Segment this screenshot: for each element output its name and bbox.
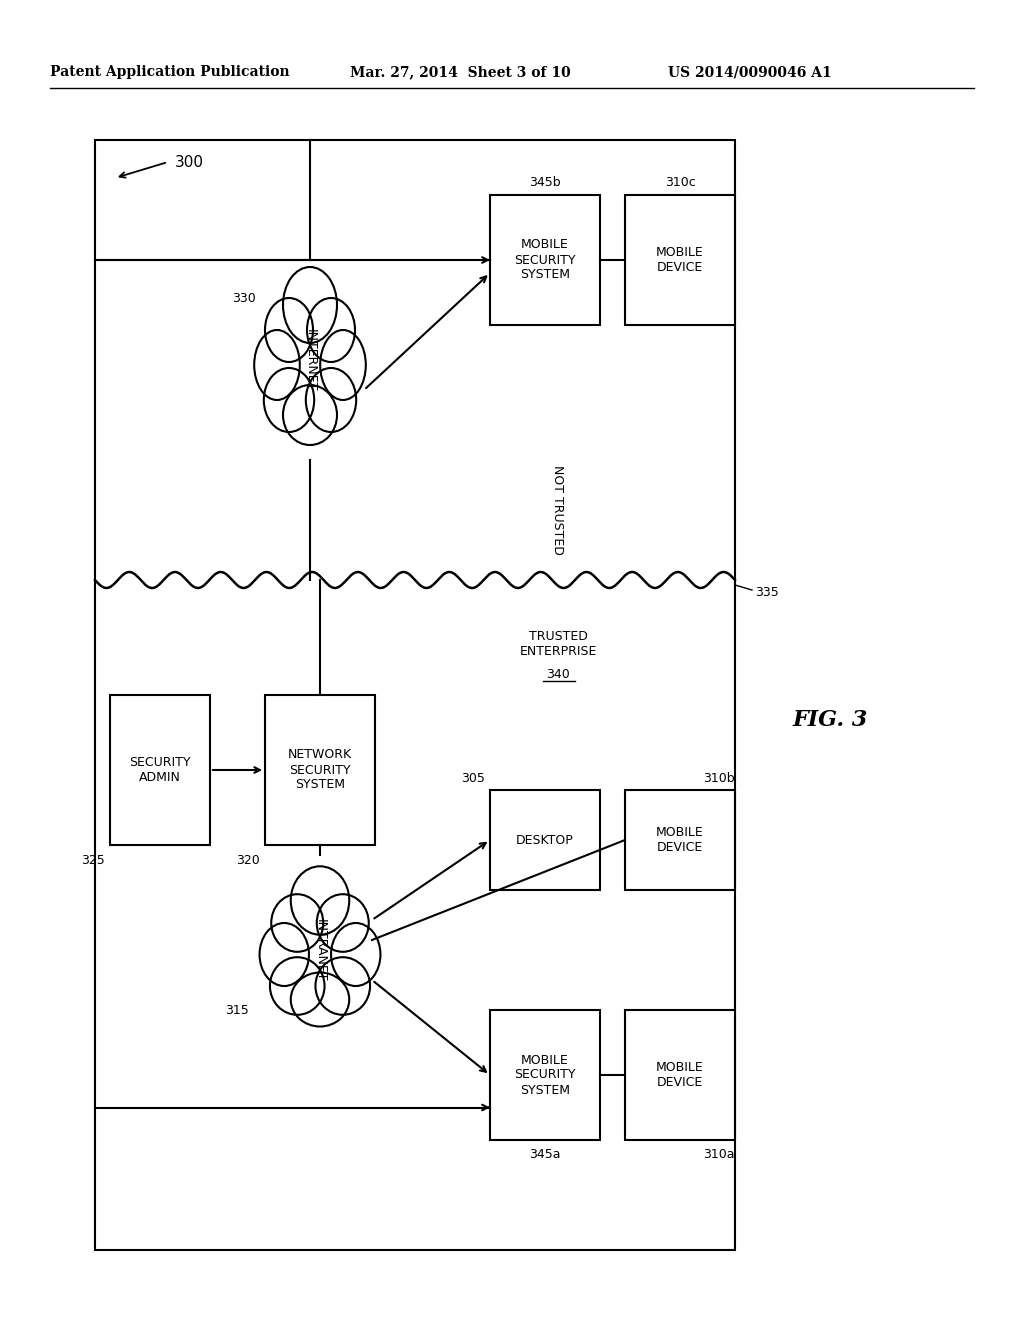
- Ellipse shape: [270, 957, 325, 1015]
- Ellipse shape: [291, 866, 349, 935]
- Ellipse shape: [307, 298, 355, 362]
- Ellipse shape: [283, 267, 337, 343]
- Text: 340: 340: [546, 668, 570, 681]
- Bar: [625, 1010, 735, 1140]
- Text: MOBILE
DEVICE: MOBILE DEVICE: [656, 826, 703, 854]
- Ellipse shape: [254, 330, 300, 400]
- Text: SECURITY
ADMIN: SECURITY ADMIN: [129, 756, 190, 784]
- Text: FIG. 3: FIG. 3: [793, 709, 867, 731]
- Text: TRUSTED
ENTERPRISE: TRUSTED ENTERPRISE: [519, 630, 597, 657]
- Ellipse shape: [291, 973, 349, 1027]
- Text: INTRANET: INTRANET: [313, 919, 327, 981]
- Text: MOBILE
SECURITY
SYSTEM: MOBILE SECURITY SYSTEM: [514, 239, 575, 281]
- Text: 320: 320: [237, 854, 260, 866]
- Ellipse shape: [321, 330, 366, 400]
- Text: 325: 325: [81, 854, 105, 866]
- Text: 345b: 345b: [529, 177, 561, 190]
- Bar: [625, 789, 735, 890]
- Text: 310a: 310a: [703, 1148, 735, 1162]
- Bar: [110, 696, 210, 845]
- Text: MOBILE
SECURITY
SYSTEM: MOBILE SECURITY SYSTEM: [514, 1053, 575, 1097]
- Text: US 2014/0090046 A1: US 2014/0090046 A1: [668, 65, 831, 79]
- Ellipse shape: [271, 894, 324, 952]
- Text: Patent Application Publication: Patent Application Publication: [50, 65, 290, 79]
- Text: MOBILE
DEVICE: MOBILE DEVICE: [656, 1061, 703, 1089]
- Text: 300: 300: [175, 154, 204, 170]
- Text: MOBILE
DEVICE: MOBILE DEVICE: [656, 246, 703, 275]
- Text: NETWORK
SECURITY
SYSTEM: NETWORK SECURITY SYSTEM: [288, 748, 352, 792]
- Ellipse shape: [264, 368, 314, 432]
- Bar: [490, 1010, 600, 1140]
- Text: Mar. 27, 2014  Sheet 3 of 10: Mar. 27, 2014 Sheet 3 of 10: [349, 65, 570, 79]
- Ellipse shape: [265, 298, 313, 362]
- Text: INTERNET: INTERNET: [303, 329, 316, 391]
- Bar: [625, 195, 735, 325]
- Text: 315: 315: [225, 1003, 249, 1016]
- Text: 345a: 345a: [529, 1148, 561, 1162]
- Text: NOT TRUSTED: NOT TRUSTED: [552, 465, 564, 554]
- Ellipse shape: [283, 385, 337, 445]
- Text: 330: 330: [232, 292, 256, 305]
- Text: DESKTOP: DESKTOP: [516, 833, 573, 846]
- Bar: [490, 789, 600, 890]
- Bar: [490, 195, 600, 325]
- Bar: [265, 696, 375, 845]
- Ellipse shape: [331, 923, 381, 986]
- Bar: [95, 140, 735, 1250]
- Text: 310c: 310c: [665, 177, 695, 190]
- Text: 305: 305: [461, 771, 485, 784]
- Text: 310b: 310b: [703, 771, 735, 784]
- Ellipse shape: [315, 957, 370, 1015]
- Ellipse shape: [306, 368, 356, 432]
- Ellipse shape: [259, 923, 309, 986]
- Text: 335: 335: [755, 586, 778, 598]
- Ellipse shape: [316, 894, 369, 952]
